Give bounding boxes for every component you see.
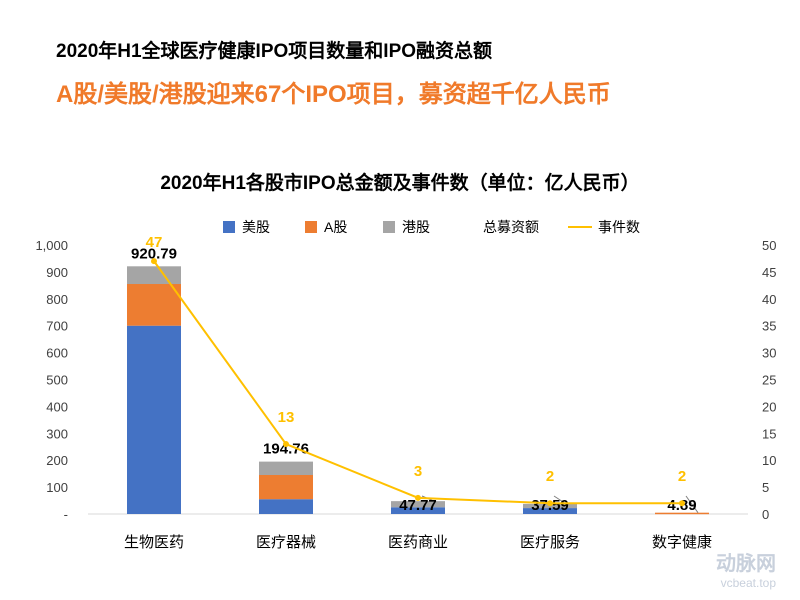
category-label: 数字健康 [652,534,712,551]
page-subtitle: A股/美股/港股迎来67个IPO项目，募资超千亿人民币 [56,81,611,108]
right-tick-label: 15 [762,426,776,441]
event-count-label: 13 [278,409,295,426]
bar-segment-hk [259,461,313,475]
bar-segment-hk [391,501,445,508]
left-tick-label: 700 [46,319,68,334]
event-count-label: 47 [146,234,163,251]
total-label: 920.79 [131,245,177,262]
category-label: 医疗服务 [520,534,580,551]
left-tick-label: 800 [46,292,68,307]
watermark-site: vcbeat.top [720,576,776,590]
category-label: 生物医药 [124,534,184,551]
bar-segment-us [523,508,577,514]
left-tick-label: 300 [46,426,68,441]
right-tick-label: 35 [762,319,776,334]
event-point [415,494,421,501]
bar-segment-us [127,325,181,514]
category-label: 医疗器械 [256,534,316,551]
page-title: 2020年H1全球医疗健康IPO项目数量和IPO融资总额 [56,41,493,62]
event-count-label: 3 [414,463,422,480]
right-tick-label: 10 [762,453,776,468]
right-tick-label: 45 [762,265,776,280]
legend-swatch-hk [383,221,395,233]
left-tick-label: 1,000 [35,238,68,253]
legend-label-hk: 港股 [402,219,430,235]
legend: 美股 A股 港股 总募资额 事件数 [223,219,640,235]
bar-segment-hk [127,266,181,285]
watermark-brand: 动脉网 [716,553,776,575]
left-tick-label: 100 [46,480,68,495]
right-tick-label: 25 [762,373,776,388]
event-count-label: 2 [546,468,554,485]
event-point [151,258,157,265]
right-tick-label: 5 [762,480,769,495]
left-tick-label: 900 [46,265,68,280]
left-tick-label: 500 [46,373,68,388]
bar-segment-a [127,284,181,326]
left-tick-label: - [64,507,68,522]
bar-segment-a [259,474,313,500]
legend-label-us: 美股 [242,219,270,235]
legend-label-events: 事件数 [598,219,640,235]
right-tick-label: 20 [762,399,776,414]
bar-segment-us [391,507,445,514]
left-axis: - 100 200 300 400 500 600 700 800 900 1,000 [35,238,68,522]
left-tick-label: 400 [46,399,68,414]
event-point [679,500,685,507]
bar-segment-a [655,512,709,515]
total-leader-line [685,495,699,513]
legend-label-total: 总募资额 [483,219,539,235]
event-point [547,500,553,507]
event-point [283,441,289,448]
right-tick-label: 30 [762,346,776,361]
legend-swatch-a [305,221,317,233]
category-labels: 生物医药 医疗器械 医药商业 医疗服务 数字健康 [124,534,712,551]
left-tick-label: 600 [46,346,68,361]
right-tick-label: 40 [762,292,776,307]
category-label: 医药商业 [388,534,448,551]
bar-segment-us [259,499,313,514]
event-line: 47 13 3 2 2 [146,234,686,507]
right-tick-label: 50 [762,238,776,253]
legend-swatch-us [223,221,235,233]
total-label: 47.77 [399,497,437,514]
right-axis: 0 5 10 15 20 25 30 35 40 45 50 [762,238,776,522]
legend-label-a: A股 [324,219,347,235]
right-tick-label: 0 [762,507,769,522]
event-count-label: 2 [678,468,686,485]
chart-title: 2020年H1各股市IPO总金额及事件数（单位：亿人民币） [160,171,639,194]
total-label: 194.76 [263,441,309,458]
watermark-logo: 动脉网 vcbeat.top [716,547,776,590]
left-tick-label: 200 [46,453,68,468]
